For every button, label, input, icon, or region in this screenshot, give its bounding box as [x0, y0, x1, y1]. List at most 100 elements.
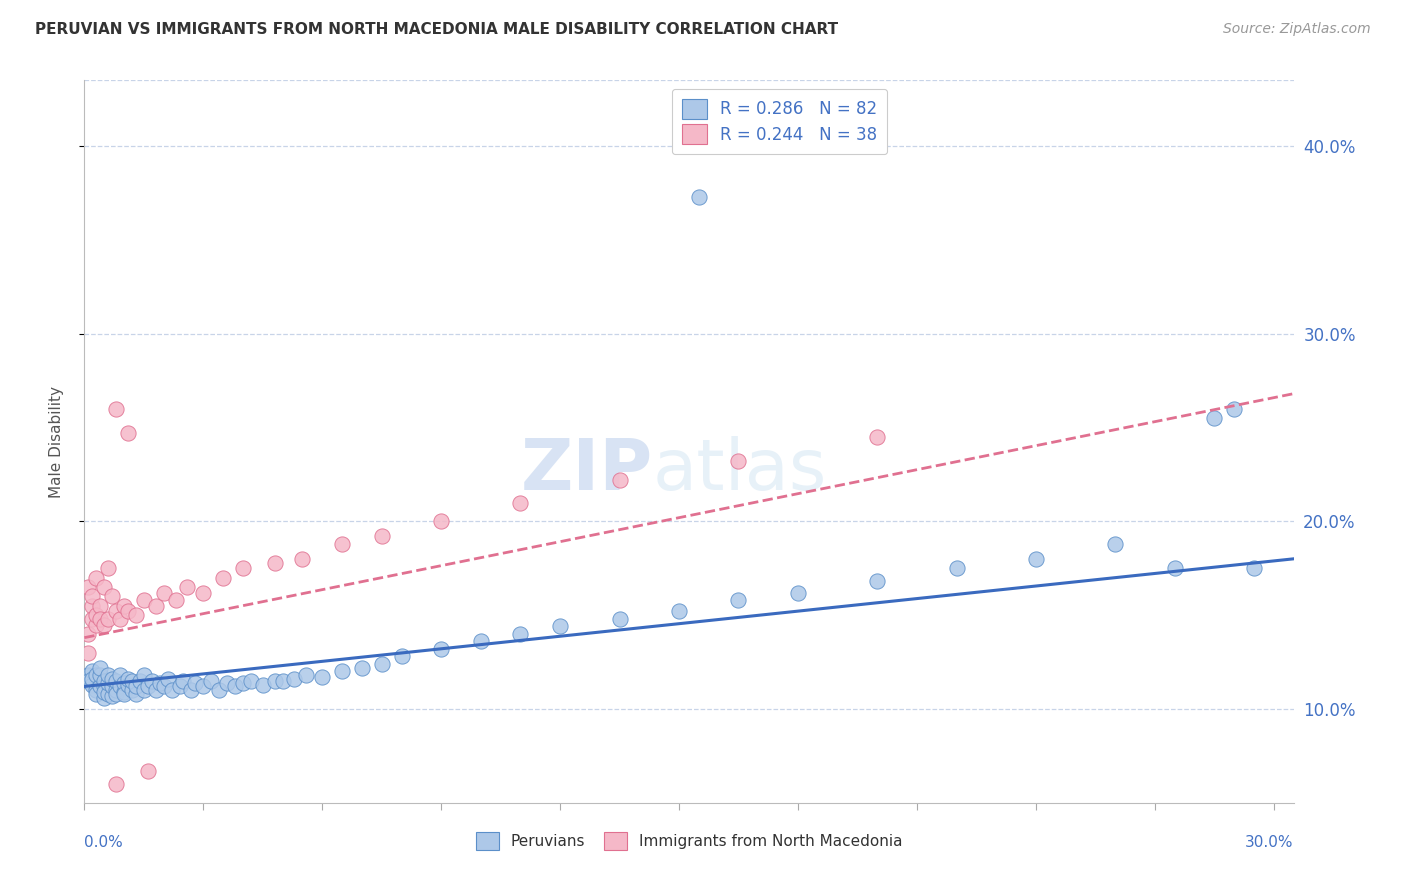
Point [263, 556, 285, 570]
Point [609, 473, 631, 487]
Point [217, 675, 239, 690]
Point [89, 668, 111, 682]
Point [132, 668, 155, 682]
Point [84, 683, 107, 698]
Point [156, 672, 179, 686]
Point [93, 580, 115, 594]
Point [509, 627, 531, 641]
Point [330, 665, 353, 679]
Point [101, 689, 124, 703]
Point [945, 561, 967, 575]
Point [112, 675, 135, 690]
Point [200, 673, 222, 688]
Point [101, 672, 124, 686]
Point [82, 590, 104, 604]
Point [82, 612, 104, 626]
Point [93, 685, 115, 699]
Point [77, 580, 100, 594]
Point [136, 764, 159, 778]
Text: 30.0%: 30.0% [1246, 835, 1294, 850]
Point [688, 189, 710, 203]
Point [108, 612, 131, 626]
Point [1204, 411, 1226, 425]
Point [93, 617, 115, 632]
Point [97, 687, 120, 701]
Point [77, 668, 100, 682]
Point [93, 673, 115, 688]
Point [132, 593, 155, 607]
Point [370, 657, 392, 671]
Point [1223, 401, 1246, 416]
Point [295, 668, 318, 682]
Text: Source: ZipAtlas.com: Source: ZipAtlas.com [1223, 22, 1371, 37]
Point [112, 685, 135, 699]
Point [141, 673, 163, 688]
Point [232, 561, 254, 575]
Point [283, 672, 305, 686]
Point [105, 777, 128, 791]
Point [84, 668, 107, 682]
Point [105, 687, 128, 701]
Point [97, 561, 120, 575]
Point [82, 665, 104, 679]
Point [125, 680, 148, 694]
Point [1163, 561, 1185, 575]
Point [77, 627, 100, 641]
Point [1104, 537, 1126, 551]
Point [82, 599, 104, 613]
Point [866, 430, 889, 444]
Text: ZIP: ZIP [520, 436, 652, 505]
Point [208, 683, 231, 698]
Point [548, 619, 571, 633]
Point [117, 426, 139, 441]
Point [105, 683, 128, 698]
Point [117, 604, 139, 618]
Point [212, 571, 235, 585]
Point [160, 683, 183, 698]
Point [112, 687, 135, 701]
Point [165, 593, 187, 607]
Point [509, 495, 531, 509]
Point [180, 683, 202, 698]
Point [370, 529, 392, 543]
Point [101, 680, 124, 694]
Point [350, 661, 373, 675]
Point [727, 454, 749, 468]
Y-axis label: Male Disability: Male Disability [49, 385, 63, 498]
Point [89, 680, 111, 694]
Point [668, 604, 690, 618]
Point [176, 580, 198, 594]
Point [145, 683, 167, 698]
Point [97, 675, 120, 690]
Point [291, 551, 314, 566]
Point [121, 673, 143, 688]
Point [263, 673, 285, 688]
Point [125, 608, 148, 623]
Point [239, 673, 262, 688]
Point [89, 599, 111, 613]
Point [1243, 561, 1265, 575]
Text: atlas: atlas [652, 436, 827, 505]
Point [77, 673, 100, 688]
Point [193, 585, 215, 599]
Point [105, 604, 128, 618]
Point [89, 612, 111, 626]
Point [224, 680, 246, 694]
Point [172, 673, 194, 688]
Point [84, 608, 107, 623]
Point [77, 646, 100, 660]
Point [193, 680, 215, 694]
Point [125, 687, 148, 701]
Point [430, 641, 453, 656]
Point [169, 680, 191, 694]
Point [84, 571, 107, 585]
Point [1025, 551, 1047, 566]
Point [430, 514, 453, 528]
Point [105, 401, 128, 416]
Point [609, 612, 631, 626]
Point [145, 599, 167, 613]
Point [84, 617, 107, 632]
Text: PERUVIAN VS IMMIGRANTS FROM NORTH MACEDONIA MALE DISABILITY CORRELATION CHART: PERUVIAN VS IMMIGRANTS FROM NORTH MACEDO… [35, 22, 838, 37]
Point [97, 612, 120, 626]
Point [330, 537, 353, 551]
